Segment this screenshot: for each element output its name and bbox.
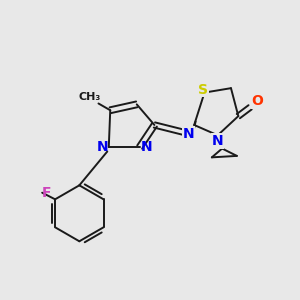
Text: N: N [182, 127, 194, 141]
Text: N: N [140, 140, 152, 154]
Text: N: N [97, 140, 108, 154]
Text: F: F [42, 186, 51, 200]
Text: N: N [212, 134, 224, 148]
Text: CH₃: CH₃ [79, 92, 101, 102]
Text: O: O [251, 94, 263, 108]
Text: S: S [198, 82, 208, 97]
